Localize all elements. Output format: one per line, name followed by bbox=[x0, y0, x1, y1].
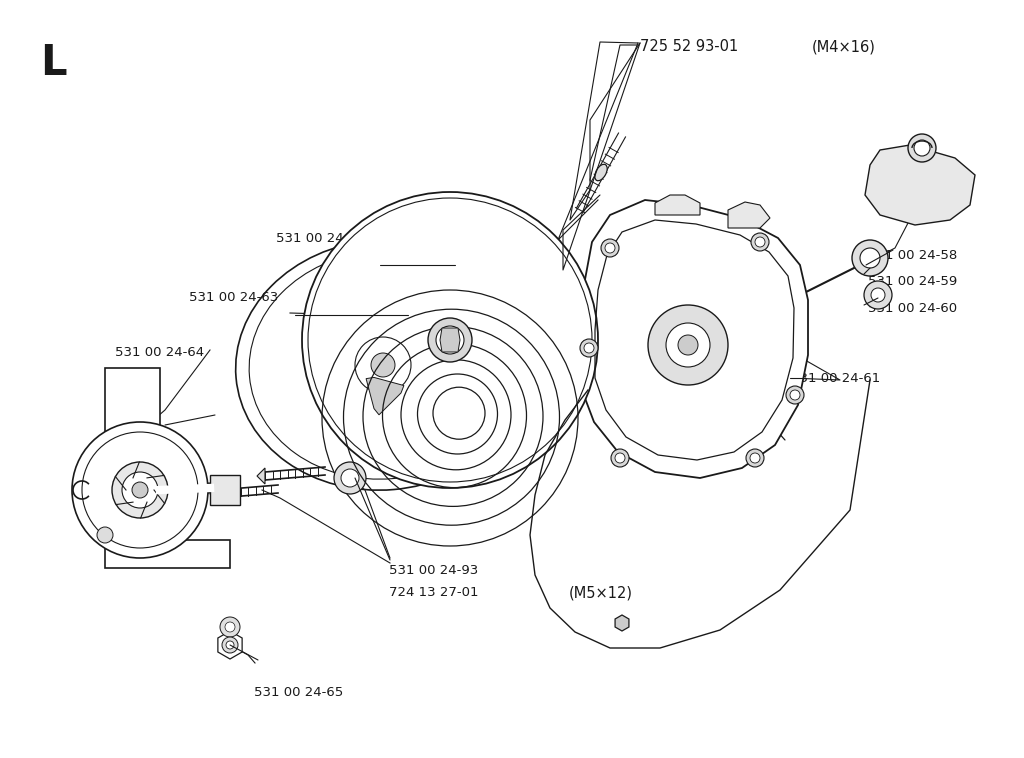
Circle shape bbox=[914, 140, 930, 156]
Text: L: L bbox=[40, 42, 67, 84]
Circle shape bbox=[72, 422, 208, 558]
Circle shape bbox=[615, 453, 625, 463]
Polygon shape bbox=[440, 328, 460, 352]
Text: (M5×12): (M5×12) bbox=[568, 585, 633, 600]
Polygon shape bbox=[367, 377, 403, 415]
Circle shape bbox=[222, 637, 238, 653]
Ellipse shape bbox=[249, 251, 517, 479]
Circle shape bbox=[666, 323, 710, 367]
Circle shape bbox=[436, 326, 464, 354]
Polygon shape bbox=[210, 486, 218, 502]
Text: 531 00 24-63: 531 00 24-63 bbox=[189, 291, 279, 305]
Circle shape bbox=[584, 343, 594, 353]
Circle shape bbox=[220, 617, 240, 637]
Circle shape bbox=[308, 198, 592, 482]
Text: 531 00 24-64: 531 00 24-64 bbox=[115, 346, 204, 359]
Circle shape bbox=[860, 248, 880, 268]
Polygon shape bbox=[218, 631, 242, 659]
Circle shape bbox=[611, 449, 629, 467]
Circle shape bbox=[751, 233, 769, 251]
Polygon shape bbox=[105, 368, 230, 568]
Polygon shape bbox=[655, 195, 700, 215]
Text: 531 00 24-93: 531 00 24-93 bbox=[389, 563, 478, 577]
Text: 724 13 27-01: 724 13 27-01 bbox=[389, 586, 478, 600]
Circle shape bbox=[864, 281, 892, 309]
Circle shape bbox=[341, 469, 359, 487]
Circle shape bbox=[225, 622, 234, 632]
Circle shape bbox=[97, 527, 113, 543]
Circle shape bbox=[871, 288, 885, 302]
Text: 531 00 24-58: 531 00 24-58 bbox=[868, 249, 957, 262]
Text: 531 00 24-62: 531 00 24-62 bbox=[276, 232, 366, 246]
Circle shape bbox=[908, 134, 936, 162]
Circle shape bbox=[790, 390, 800, 400]
Circle shape bbox=[302, 192, 598, 488]
Polygon shape bbox=[728, 202, 770, 228]
Circle shape bbox=[226, 641, 234, 649]
Circle shape bbox=[371, 353, 395, 377]
Polygon shape bbox=[257, 468, 265, 484]
Polygon shape bbox=[865, 145, 975, 225]
Circle shape bbox=[132, 482, 148, 498]
Circle shape bbox=[338, 320, 428, 410]
Circle shape bbox=[852, 240, 888, 276]
Circle shape bbox=[112, 462, 168, 518]
Text: 531 00 24-61: 531 00 24-61 bbox=[791, 372, 880, 386]
Polygon shape bbox=[210, 475, 240, 505]
Circle shape bbox=[648, 305, 728, 385]
Circle shape bbox=[678, 335, 698, 355]
Circle shape bbox=[605, 243, 615, 253]
Ellipse shape bbox=[236, 240, 530, 490]
Circle shape bbox=[355, 337, 411, 393]
Ellipse shape bbox=[595, 164, 607, 180]
Circle shape bbox=[334, 462, 366, 494]
Text: 531 00 24-65: 531 00 24-65 bbox=[254, 685, 343, 699]
Circle shape bbox=[82, 432, 198, 548]
Circle shape bbox=[428, 318, 472, 362]
Polygon shape bbox=[615, 615, 629, 631]
Circle shape bbox=[786, 386, 804, 404]
Circle shape bbox=[580, 339, 598, 357]
Polygon shape bbox=[580, 200, 808, 478]
Circle shape bbox=[746, 449, 764, 467]
Text: 725 52 93-01: 725 52 93-01 bbox=[640, 39, 738, 55]
Text: (M4×16): (M4×16) bbox=[812, 39, 876, 55]
Circle shape bbox=[750, 453, 760, 463]
Text: 531 00 24-59: 531 00 24-59 bbox=[868, 275, 957, 289]
Text: 531 00 24-60: 531 00 24-60 bbox=[868, 302, 957, 315]
Circle shape bbox=[122, 472, 158, 508]
Circle shape bbox=[755, 237, 765, 247]
Circle shape bbox=[601, 239, 618, 257]
